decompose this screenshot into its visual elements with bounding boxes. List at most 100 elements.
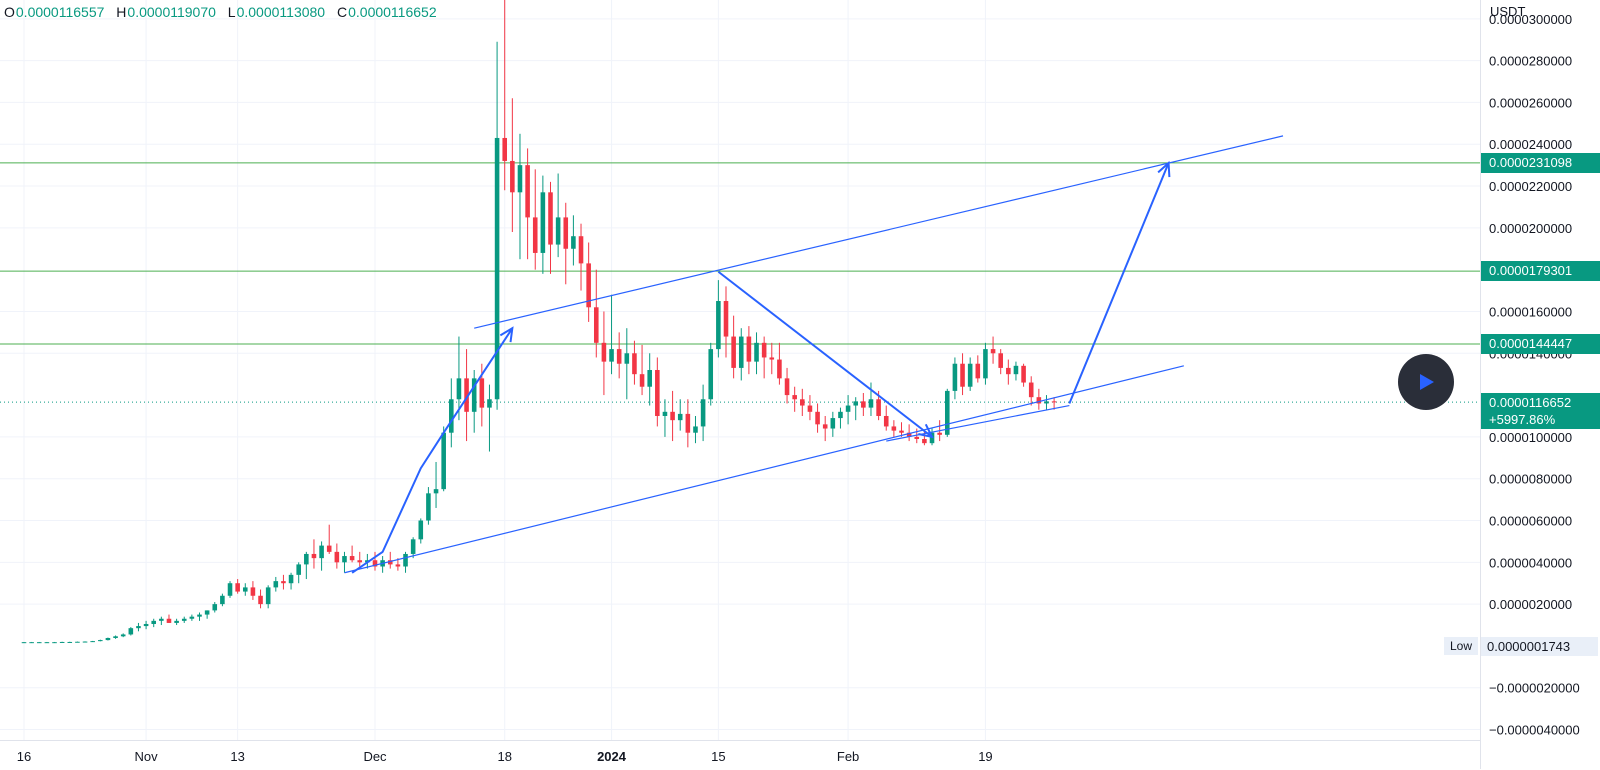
- open-value: 0.0000116557: [15, 4, 105, 20]
- candle-body: [273, 581, 279, 588]
- candle-body: [258, 595, 263, 605]
- time-tick-label: Feb: [836, 749, 860, 764]
- price-tick-label: 0.0000080000: [1489, 472, 1572, 487]
- candle-body: [250, 587, 256, 596]
- play-button[interactable]: [1398, 354, 1454, 410]
- candle-body: [525, 165, 530, 218]
- candle-body: [738, 336, 744, 368]
- close-label: C: [336, 4, 348, 20]
- rally-arrow-head: [499, 326, 514, 343]
- candle-body: [868, 399, 874, 408]
- candle-body: [296, 564, 301, 575]
- lower-channel-trendline: [344, 365, 1184, 574]
- candle-body: [677, 413, 683, 421]
- candle-body: [838, 411, 843, 419]
- candle-body: [1028, 382, 1034, 398]
- drop-arrow-head: [918, 423, 934, 439]
- candle-body: [105, 637, 111, 641]
- candle-body: [357, 560, 363, 563]
- candle-body: [456, 378, 462, 400]
- candle-body: [639, 374, 645, 387]
- candle-body: [990, 349, 996, 354]
- time-tick-label: 13: [230, 749, 245, 764]
- rally-arrow: [351, 327, 514, 574]
- candle-body: [166, 618, 172, 623]
- candle-body: [128, 628, 134, 635]
- candle-body: [1036, 397, 1042, 404]
- level-price-tag: 0.0000144447: [1481, 333, 1600, 354]
- candle-body: [922, 438, 927, 444]
- candle-body: [1013, 365, 1019, 375]
- time-axis[interactable]: 16 Nov 13 Dec 18 2024 15 Feb 19: [0, 740, 1480, 770]
- candle-body: [693, 426, 698, 433]
- time-tick-label: 19: [978, 749, 993, 764]
- price-tick-label: 0.0000200000: [1489, 221, 1572, 236]
- candle-body: [906, 432, 912, 437]
- play-icon: [1420, 374, 1434, 390]
- price-tick-label: 0.0000060000: [1489, 514, 1572, 529]
- candle-body: [746, 336, 752, 362]
- candle-body: [403, 553, 408, 567]
- candle-body: [471, 378, 477, 412]
- close-value: 0.0000116652: [348, 4, 437, 20]
- candle-body: [822, 424, 828, 429]
- low-marker-label: Low: [1444, 637, 1479, 655]
- candle-body: [998, 353, 1003, 368]
- last-price-value: 0.0000116652: [1489, 395, 1572, 411]
- candle-body: [929, 432, 935, 444]
- time-tick-label: 15: [711, 749, 726, 764]
- price-tick-label: 0.0000160000: [1489, 304, 1572, 319]
- low-label-ohlc: L: [227, 4, 236, 20]
- target-arrow-head: [1157, 160, 1171, 178]
- candle-body: [21, 642, 27, 644]
- candle-body: [449, 399, 454, 433]
- candle-body: [159, 618, 164, 621]
- candle-body: [29, 642, 34, 644]
- candle-body: [899, 430, 904, 433]
- price-tick-label: 0.0000300000: [1489, 12, 1572, 27]
- candle-body: [555, 217, 561, 245]
- candle-body: [670, 411, 675, 421]
- candle-body: [189, 616, 195, 619]
- candle-body: [807, 405, 813, 412]
- level-price-tag: 0.0000231098: [1481, 152, 1600, 173]
- candle-body: [891, 426, 897, 431]
- chart-plot-area[interactable]: [0, 0, 1480, 740]
- time-tick-label: 2024: [597, 749, 626, 764]
- candle-body: [601, 342, 607, 362]
- candle-body: [731, 336, 736, 368]
- price-tick-label: 0.0000220000: [1489, 179, 1572, 194]
- candle-body: [174, 620, 179, 623]
- candle-body: [441, 432, 446, 490]
- candle-body: [571, 236, 576, 249]
- price-axis[interactable]: 0.0000300000 0.0000280000 0.0000260000 0.00…: [1481, 0, 1600, 769]
- candle-body: [853, 401, 859, 406]
- candle-body: [288, 574, 294, 584]
- price-tick-label: 0.0000100000: [1489, 430, 1572, 445]
- candle-body: [983, 349, 988, 379]
- candle-body: [197, 614, 202, 617]
- candle-body: [151, 620, 157, 624]
- price-tick-label: 0.0000020000: [1489, 597, 1572, 612]
- candle-body: [52, 642, 57, 644]
- candle-body: [685, 413, 691, 433]
- candle-body: [59, 641, 65, 643]
- candle-body: [227, 583, 233, 596]
- candle-body: [120, 634, 126, 637]
- time-tick-label: 18: [497, 749, 512, 764]
- candle-body: [647, 370, 652, 387]
- low-marker-value: 0.0000001743: [1481, 637, 1598, 656]
- candle-body: [479, 378, 485, 408]
- candle-body: [761, 342, 767, 358]
- candle-body: [265, 587, 271, 605]
- candle-body: [387, 560, 393, 565]
- candle-body: [593, 307, 599, 343]
- candle-body: [304, 553, 309, 565]
- candle-body: [487, 399, 492, 408]
- candle-body: [220, 595, 225, 605]
- high-label: H: [116, 4, 127, 20]
- low-value: 0.0000113080: [236, 4, 326, 20]
- candlestick-chart[interactable]: [0, 0, 1480, 740]
- currency-unit[interactable]: USDT: [1490, 4, 1526, 19]
- candle-body: [792, 395, 797, 400]
